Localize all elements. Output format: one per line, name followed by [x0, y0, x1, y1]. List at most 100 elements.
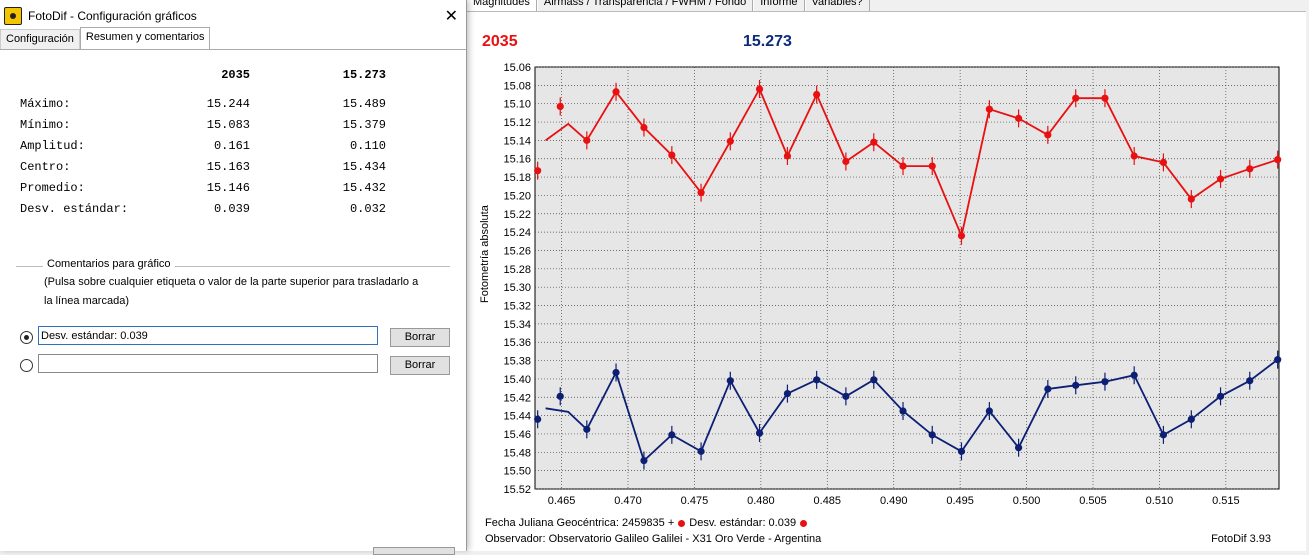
y-tick-label: 15.26	[503, 245, 531, 257]
data-point	[1216, 392, 1225, 400]
data-point	[985, 407, 993, 415]
data-point	[928, 162, 936, 170]
stat-value[interactable]: 15.083	[206, 117, 250, 132]
stat-value[interactable]: 0.039	[213, 201, 250, 216]
stat-value[interactable]: 15.489	[342, 96, 386, 111]
tab-informe[interactable]: Informe	[753, 0, 805, 11]
x-tick-label: 0.485	[814, 495, 842, 507]
data-point	[928, 431, 936, 439]
stats-row: Centro: 15.163 15.434	[20, 156, 386, 177]
data-point	[1246, 165, 1254, 173]
clear-line-2-button[interactable]: Borrar	[390, 356, 450, 375]
data-point	[640, 123, 648, 132]
stat-name[interactable]: Máximo:	[20, 96, 71, 111]
data-point	[1072, 94, 1080, 102]
tab-airmass[interactable]: Airmass / Transparencia / FWHM / Fondo	[536, 0, 754, 11]
dialog-tabs: Configuración Resumen y comentarios	[0, 27, 211, 50]
comment-line-2-radio[interactable]	[20, 359, 33, 372]
data-point	[534, 415, 542, 423]
red-dot-icon	[800, 519, 808, 527]
footer-version: FotoDif 3.93	[1211, 533, 1271, 545]
y-tick-label: 15.08	[503, 80, 531, 92]
stats-table: 2035 15.273 Máximo: 15.244 15.489 Mínimo…	[20, 64, 386, 219]
stat-value[interactable]: 15.244	[206, 96, 250, 111]
stat-name[interactable]: Mínimo:	[20, 117, 71, 132]
stat-value[interactable]: 0.032	[349, 201, 386, 216]
series-label-15273[interactable]: 15.273	[743, 33, 792, 50]
stat-value[interactable]: 15.146	[206, 180, 250, 195]
y-tick-label: 15.48	[503, 447, 531, 459]
data-point	[813, 90, 821, 99]
y-tick-label: 15.06	[503, 62, 531, 74]
clear-line-1-button[interactable]: Borrar	[390, 328, 450, 347]
y-tick-label: 15.44	[503, 411, 531, 423]
stats-row: Promedio: 15.146 15.432	[20, 177, 386, 198]
y-tick-label: 15.42	[503, 392, 531, 404]
stat-value[interactable]: 15.434	[342, 159, 386, 174]
chart-footer-date: Fecha Juliana Geocéntrica: 2459835 + Des…	[485, 517, 808, 529]
y-axis-label: Fotometría absoluta	[479, 205, 491, 303]
footer-std-dev: Desv. estándar: 0.039	[689, 517, 797, 529]
y-tick-label: 15.28	[503, 264, 531, 276]
tab-magnitudes[interactable]: Magnitudes	[466, 0, 537, 11]
data-point	[755, 85, 764, 93]
data-point	[1130, 152, 1138, 160]
data-point	[1187, 415, 1195, 423]
stats-header-15273[interactable]: 15.273	[342, 67, 386, 82]
tab-resumen[interactable]: Resumen y comentarios	[79, 27, 211, 50]
data-point	[1130, 371, 1138, 379]
dialog-body: 2035 15.273 Máximo: 15.244 15.489 Mínimo…	[0, 49, 466, 551]
comment-line-1-input[interactable]: Desv. estándar: 0.039	[38, 326, 378, 345]
data-point	[957, 447, 966, 455]
x-tick-label: 0.470	[614, 495, 642, 507]
x-tick-label: 0.515	[1212, 495, 1240, 507]
x-tick-label: 0.465	[548, 495, 576, 507]
stat-value[interactable]: 0.161	[213, 138, 250, 153]
y-tick-label: 15.46	[503, 429, 531, 441]
stat-value[interactable]: 15.432	[342, 180, 386, 195]
close-icon[interactable]: ✕	[444, 8, 458, 25]
data-point	[612, 368, 620, 377]
data-point	[668, 151, 676, 159]
tab-variables[interactable]: Variables?	[804, 0, 870, 11]
stat-value[interactable]: 15.379	[342, 117, 386, 132]
fotodif-app-icon	[4, 7, 22, 25]
stat-name[interactable]: Amplitud:	[20, 138, 85, 153]
y-tick-label: 15.34	[503, 319, 531, 331]
y-tick-label: 15.16	[503, 154, 531, 166]
chart-window: Magnitudes Airmass / Transparencia / FWH…	[466, 0, 1309, 551]
data-point	[842, 392, 850, 400]
data-point	[842, 157, 850, 166]
y-tick-label: 15.12	[503, 117, 531, 129]
y-tick-label: 15.24	[503, 227, 531, 239]
data-point	[1072, 381, 1080, 389]
chart-tabs: Magnitudes Airmass / Transparencia / FWH…	[466, 0, 870, 11]
dialog-bottom-button[interactable]	[373, 547, 455, 555]
stat-name[interactable]: Desv. estándar:	[20, 201, 129, 216]
data-point	[697, 189, 705, 197]
data-point	[1274, 156, 1282, 164]
stats-row: Desv. estándar: 0.039 0.032	[20, 198, 386, 219]
data-point	[1216, 175, 1225, 183]
red-dot-icon	[678, 519, 686, 527]
y-tick-label: 15.38	[503, 356, 531, 368]
comment-line-1-radio[interactable]	[20, 331, 33, 344]
y-tick-label: 15.18	[503, 172, 531, 184]
data-point	[899, 407, 907, 415]
x-tick-label: 0.475	[681, 495, 709, 507]
data-point	[870, 376, 878, 384]
data-point	[1015, 114, 1023, 122]
stats-row: Máximo: 15.244 15.489	[20, 93, 386, 114]
stats-header-2035[interactable]: 2035	[221, 67, 250, 82]
series-label-2035[interactable]: 2035	[482, 33, 518, 50]
magnitude-chart: 15.06 15.08 15.10 15.12 15.14 15.16 15.18 15.20…	[503, 62, 1282, 507]
stat-value[interactable]: 0.110	[349, 138, 386, 153]
tab-configuracion[interactable]: Configuración	[0, 29, 80, 50]
y-tick-label: 15.52	[503, 484, 531, 496]
stat-name[interactable]: Promedio:	[20, 180, 85, 195]
stat-value[interactable]: 15.163	[206, 159, 250, 174]
stat-name[interactable]: Centro:	[20, 159, 71, 174]
data-point	[1044, 385, 1052, 393]
comment-line-2-input[interactable]	[38, 354, 378, 373]
data-point	[1159, 431, 1168, 439]
